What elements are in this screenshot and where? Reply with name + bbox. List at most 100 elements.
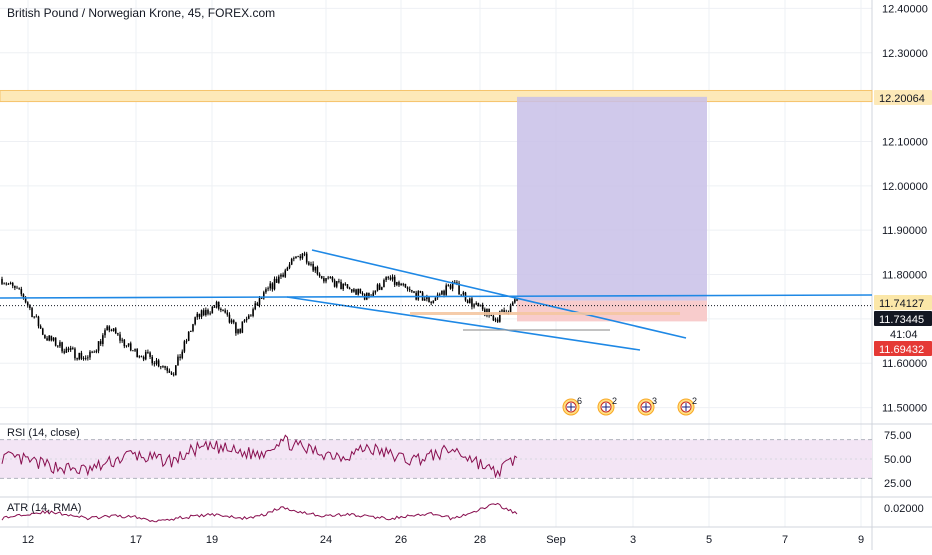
- candle-body: [282, 274, 284, 277]
- time-tick-label: 12: [22, 534, 34, 546]
- candle-body: [87, 357, 89, 359]
- candle-body: [342, 283, 344, 290]
- candle-body: [187, 331, 190, 341]
- candle-body: [84, 358, 87, 359]
- candle-body: [39, 326, 42, 329]
- event-markers: 6 2 3 2: [562, 396, 697, 416]
- price-tick-label: 12.40000: [882, 3, 928, 15]
- candle-body: [293, 258, 295, 260]
- candle-body: [207, 309, 209, 314]
- resistance-zone: [0, 89, 873, 103]
- candle-body: [301, 253, 304, 259]
- atr-line: [1, 502, 518, 523]
- candle-body: [54, 337, 57, 346]
- candle-body: [31, 308, 33, 317]
- time-tick-label: Sep: [546, 534, 566, 546]
- candle-body: [140, 356, 143, 358]
- candle-body: [288, 264, 291, 268]
- candle-body: [423, 299, 426, 301]
- candle-body: [499, 311, 501, 322]
- candle-body: [426, 296, 428, 300]
- rsi-band: [522, 439, 872, 479]
- candle-body: [323, 278, 325, 282]
- candle-body: [245, 318, 248, 321]
- candle-body: [488, 308, 490, 316]
- candle-body: [222, 310, 224, 311]
- candle-body: [144, 352, 147, 360]
- candle-body: [449, 285, 452, 289]
- candle-body: [447, 285, 450, 287]
- candle-body: [357, 288, 360, 295]
- candle-body: [383, 280, 385, 288]
- time-tick-label: 3: [630, 534, 636, 546]
- time-tick-label: 26: [395, 534, 407, 546]
- candle-body: [361, 293, 364, 295]
- price-tag-countdown: [874, 326, 932, 341]
- price-tag-label: 41:04: [890, 329, 918, 341]
- price-tag-current: [874, 311, 932, 326]
- candle-body: [168, 370, 171, 373]
- price-tick-label: 11.50000: [882, 403, 927, 415]
- candle-body: [338, 281, 340, 282]
- candle-body: [155, 360, 158, 364]
- candle-body: [428, 296, 430, 303]
- candle-body: [76, 358, 78, 360]
- candle-body: [159, 366, 162, 368]
- candle-body: [419, 291, 422, 293]
- candle-body: [335, 281, 338, 287]
- candle-body: [267, 288, 269, 290]
- candle-body: [453, 282, 456, 283]
- candle-body: [514, 299, 516, 303]
- candle-body: [318, 274, 321, 277]
- candle-body: [41, 328, 44, 335]
- candle-body: [162, 366, 164, 367]
- candle-body: [256, 303, 259, 306]
- candle-body: [320, 276, 323, 279]
- candle-body: [391, 276, 394, 280]
- event-count: 2: [692, 396, 697, 406]
- candle-body: [355, 289, 357, 295]
- candle-body: [7, 283, 10, 285]
- candle-body: [481, 304, 484, 310]
- candle-body: [97, 341, 100, 351]
- candle-body: [112, 328, 115, 331]
- candle-body: [44, 334, 46, 339]
- candle-body: [59, 342, 61, 347]
- candle-body: [260, 298, 263, 299]
- candle-body: [269, 283, 272, 289]
- candle-body: [278, 276, 280, 283]
- candle-body: [18, 288, 20, 290]
- candle-body: [280, 274, 282, 277]
- price-tag-label: 11.73445: [879, 314, 924, 326]
- candle-body: [496, 319, 499, 322]
- candle-body: [179, 356, 181, 358]
- candle-body: [331, 277, 334, 281]
- candle-body: [211, 306, 214, 314]
- candle-body: [284, 270, 287, 277]
- target-zone: [517, 96, 707, 301]
- candle-body: [194, 317, 196, 325]
- price-tick-label: 12.30000: [882, 48, 928, 60]
- candle-body: [220, 308, 222, 311]
- candle-body: [413, 291, 415, 293]
- candle-body: [509, 304, 512, 312]
- candle-body: [406, 287, 409, 290]
- event-count: 2: [612, 396, 617, 406]
- candle-body: [185, 340, 188, 342]
- candle-body: [132, 350, 134, 352]
- rsi-line: [1, 434, 518, 479]
- candle-body: [119, 334, 121, 341]
- candle-body: [400, 283, 402, 286]
- candle-body: [93, 351, 96, 353]
- candle-body: [26, 302, 29, 306]
- candle-body: [190, 330, 192, 332]
- candle-body: [127, 343, 130, 346]
- candle-body: [121, 339, 123, 341]
- candle-body: [254, 303, 257, 310]
- candle-body: [434, 297, 437, 301]
- candles: [1, 251, 518, 377]
- candle-body: [202, 310, 205, 316]
- price-tag-label: 11.74127: [879, 298, 924, 310]
- candle-body: [235, 322, 237, 334]
